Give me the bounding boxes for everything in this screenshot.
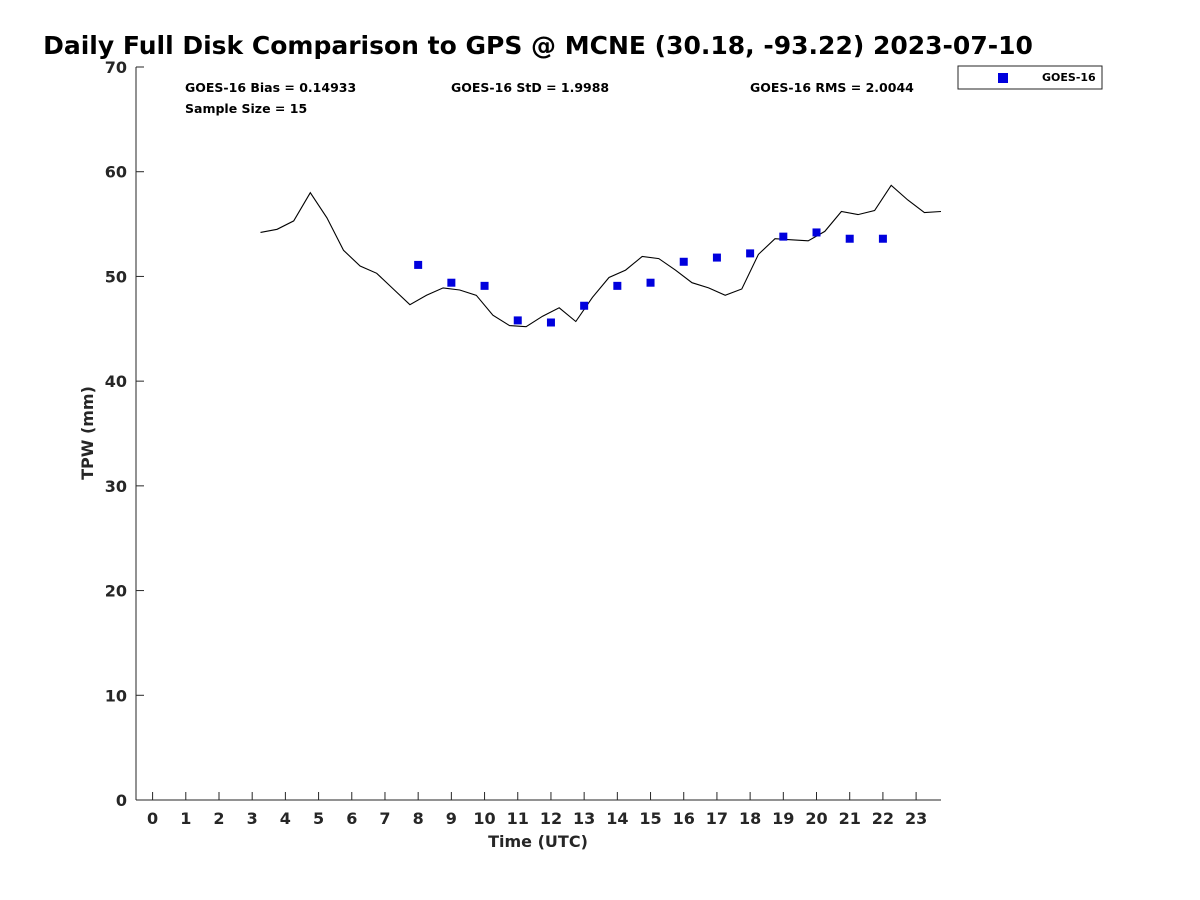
x-tick-label: 10 xyxy=(473,809,495,828)
goes16-point xyxy=(447,278,456,287)
goes16-point xyxy=(613,281,622,290)
goes16-point xyxy=(580,301,589,310)
x-tick-label: 1 xyxy=(180,809,191,828)
x-tick-label: 19 xyxy=(772,809,794,828)
x-tick-label: 14 xyxy=(606,809,628,828)
x-tick-label: 3 xyxy=(247,809,258,828)
legend-box xyxy=(957,65,1103,90)
x-axis-label: Time (UTC) xyxy=(488,832,588,851)
x-tick-label: 9 xyxy=(446,809,457,828)
goes16-point xyxy=(414,260,423,269)
goes16-point xyxy=(546,318,555,327)
goes16-point xyxy=(812,228,821,237)
gps-tpw-line xyxy=(260,184,942,328)
stats-annotations: GOES-16 Bias = 0.14933 GOES-16 StD = 1.9… xyxy=(185,80,914,116)
x-tick-label: 18 xyxy=(739,809,761,828)
x-ticks: 0 1 2 3 4 5 6 7 8 9 10 11 12 13 14 15 16 17 18 19 20 21 22 23 xyxy=(147,792,927,828)
x-tick-label: 11 xyxy=(507,809,529,828)
y-tick-label: 20 xyxy=(105,582,127,601)
legend: GOES-16 xyxy=(957,65,1103,90)
x-tick-label: 21 xyxy=(839,809,861,828)
x-tick-label: 17 xyxy=(706,809,728,828)
goes16-point xyxy=(878,234,887,243)
goes16-point xyxy=(646,278,655,287)
goes16-point xyxy=(845,234,854,243)
x-tick-label: 23 xyxy=(905,809,927,828)
goes16-point xyxy=(712,253,721,262)
axes xyxy=(135,67,941,801)
x-tick-label: 15 xyxy=(639,809,661,828)
goes16-point xyxy=(779,232,788,241)
x-tick-label: 12 xyxy=(540,809,562,828)
x-tick-label: 16 xyxy=(673,809,695,828)
x-tick-label: 6 xyxy=(346,809,357,828)
rms-stat: GOES-16 RMS = 2.0044 xyxy=(750,80,914,95)
bias-stat: GOES-16 Bias = 0.14933 xyxy=(185,80,356,95)
y-axis-label: TPW (mm) xyxy=(78,386,97,480)
x-tick-label: 20 xyxy=(805,809,827,828)
sample-size-stat: Sample Size = 15 xyxy=(185,101,307,116)
x-tick-label: 5 xyxy=(313,809,324,828)
x-tick-label: 0 xyxy=(147,809,158,828)
y-tick-label: 70 xyxy=(105,58,127,77)
y-tick-label: 10 xyxy=(105,686,127,705)
y-ticks: 0 10 20 30 40 50 60 70 xyxy=(105,58,144,810)
chart-title: Daily Full Disk Comparison to GPS @ MCNE… xyxy=(43,31,1033,60)
goes16-point xyxy=(513,316,522,325)
x-tick-label: 22 xyxy=(872,809,894,828)
std-stat: GOES-16 StD = 1.9988 xyxy=(451,80,609,95)
x-tick-label: 8 xyxy=(413,809,424,828)
goes16-point xyxy=(480,281,489,290)
y-tick-label: 50 xyxy=(105,267,127,286)
x-tick-label: 13 xyxy=(573,809,595,828)
x-tick-label: 7 xyxy=(379,809,390,828)
y-tick-label: 40 xyxy=(105,372,127,391)
plot-area xyxy=(260,184,942,328)
legend-label-goes16: GOES-16 xyxy=(1042,71,1096,84)
goes16-point xyxy=(746,249,755,258)
x-tick-label: 2 xyxy=(213,809,224,828)
y-tick-label: 0 xyxy=(116,791,127,810)
x-tick-label: 4 xyxy=(280,809,291,828)
goes16-point xyxy=(679,257,688,266)
y-tick-label: 60 xyxy=(105,163,127,182)
legend-marker-goes16 xyxy=(998,73,1008,83)
y-tick-label: 30 xyxy=(105,477,127,496)
